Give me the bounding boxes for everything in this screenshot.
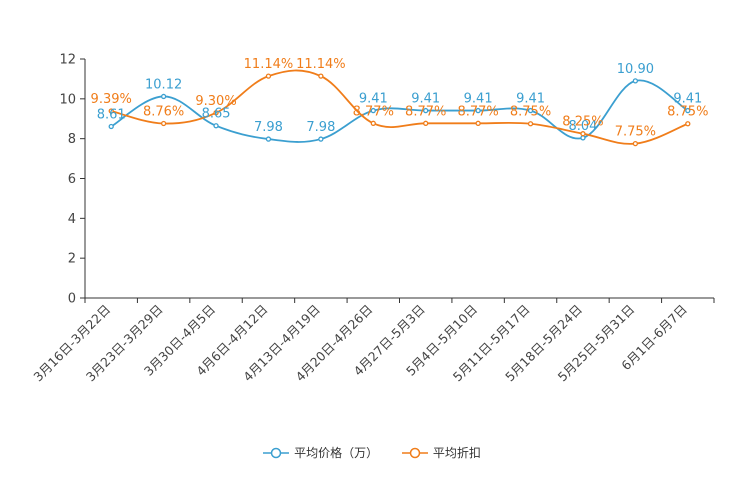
data-label-1-1: 8.76% — [143, 105, 184, 120]
data-point-0-10 — [632, 78, 639, 84]
legend-label-price: 平均价格（万） — [294, 446, 379, 460]
data-point-1-8 — [527, 121, 534, 127]
data-point-1-10 — [632, 140, 639, 147]
y-tick-label: 10 — [59, 92, 76, 107]
data-point-1-1 — [160, 120, 167, 127]
data-label-0-7: 9.41 — [464, 92, 493, 107]
y-tick-label: 2 — [68, 252, 76, 267]
y-tick-label: 0 — [68, 292, 76, 307]
legend-label-discount: 平均折扣 — [432, 446, 481, 460]
data-label-1-5: 8.77% — [353, 104, 394, 119]
data-label-1-6: 8.77% — [405, 104, 446, 119]
legend-line-marker-icon — [263, 447, 290, 458]
chart-data-labels: 8.61 10.12 8.65 7.98 7.98 9.41 9.41 9.41 9.41 8.0… — [91, 57, 709, 140]
data-point-0-0 — [108, 123, 114, 130]
data-label-1-9: 8.25% — [562, 115, 603, 130]
data-point-0-2 — [213, 123, 219, 129]
data-point-0-3 — [265, 136, 272, 142]
y-tick-label: 12 — [59, 53, 76, 68]
data-point-1-5 — [370, 120, 376, 126]
data-label-0-10: 10.90 — [617, 62, 654, 77]
data-label-0-4: 7.98 — [306, 120, 335, 135]
data-label-1-11: 8.75% — [667, 105, 708, 120]
data-point-1-6 — [423, 120, 429, 126]
data-label-1-3: 11.14% — [244, 57, 294, 72]
chart-legend: 平均价格（万） 平均折扣 — [0, 444, 744, 462]
data-label-0-3: 7.98 — [254, 120, 283, 135]
data-point-1-11 — [685, 121, 691, 127]
chart-series — [108, 69, 691, 147]
data-label-1-7: 8.77% — [457, 104, 498, 119]
data-label-0-1: 10.12 — [145, 77, 182, 92]
legend-item-price[interactable]: 平均价格（万） — [263, 444, 378, 461]
data-point-0-8 — [527, 107, 534, 114]
y-tick-label: 6 — [68, 172, 76, 187]
data-label-1-8: 8.75% — [510, 105, 551, 120]
data-label-0-0: 8.61 — [97, 108, 126, 123]
data-label-0-2: 8.65 — [202, 107, 231, 122]
data-label-0-6: 9.41 — [411, 92, 440, 107]
data-label-1-2: 9.30% — [195, 94, 236, 109]
data-label-1-0: 9.39% — [91, 92, 132, 107]
data-point-1-0 — [108, 108, 114, 114]
y-tick-label: 8 — [68, 132, 76, 147]
series-line-0 — [110, 79, 689, 143]
data-point-0-7 — [475, 107, 481, 114]
data-label-0-5: 9.41 — [359, 92, 388, 107]
data-label-1-10: 7.75% — [615, 125, 656, 140]
data-point-0-9 — [580, 135, 586, 141]
legend-item-discount[interactable]: 平均折扣 — [401, 444, 481, 461]
data-label-0-9: 8.04 — [568, 119, 597, 134]
data-point-0-11 — [685, 107, 691, 114]
data-point-0-4 — [318, 136, 324, 142]
data-label-1-4: 11.14% — [296, 57, 346, 72]
data-point-1-7 — [475, 120, 481, 126]
data-point-0-5 — [370, 107, 376, 114]
data-label-0-8: 9.41 — [516, 92, 545, 107]
data-point-0-6 — [423, 107, 429, 114]
legend-line-marker-icon — [401, 447, 428, 458]
data-point-0-1 — [160, 93, 167, 100]
data-point-1-4 — [318, 73, 324, 79]
y-tick-label: 4 — [68, 212, 76, 227]
data-point-1-2 — [213, 110, 219, 116]
data-point-1-9 — [580, 131, 586, 137]
data-point-1-3 — [265, 73, 272, 79]
data-label-0-11: 9.41 — [673, 92, 702, 107]
